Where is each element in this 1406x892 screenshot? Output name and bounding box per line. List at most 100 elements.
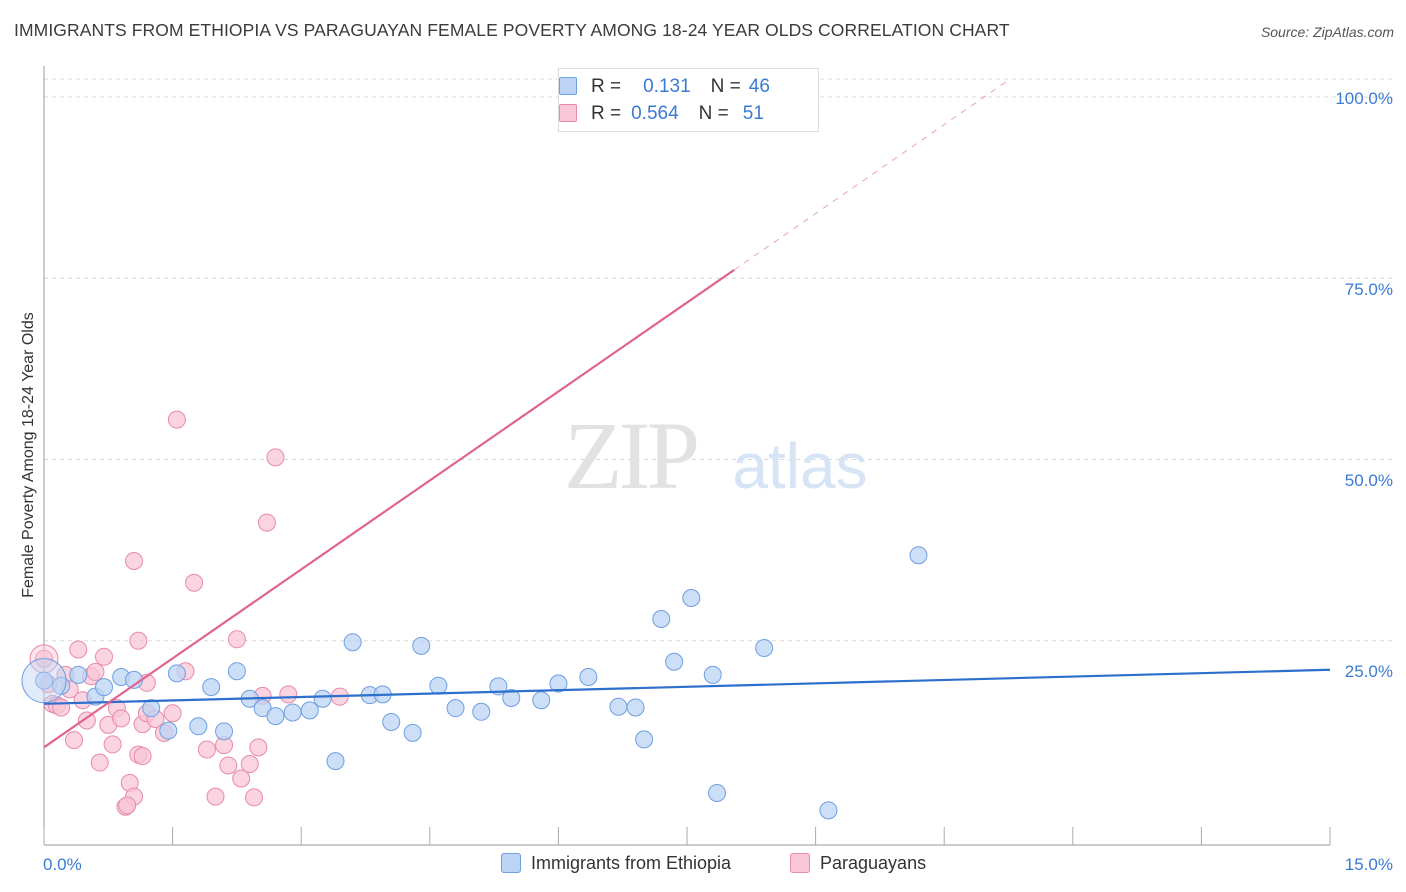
legend-r-value-ethiopia: 0.131: [643, 76, 691, 97]
paraguayans-point: [86, 662, 105, 681]
paraguayans-point: [77, 711, 96, 730]
ethiopia-point: [95, 678, 114, 697]
ethiopia-point: [159, 721, 178, 740]
ethiopia-point: [227, 662, 246, 681]
ethiopia-point: [142, 699, 161, 718]
paraguayans-point: [249, 738, 268, 757]
ethiopia-point: [300, 701, 319, 720]
ethiopia-point: [472, 702, 491, 721]
series-ethiopia-points: [21, 546, 928, 820]
ethiopia-point: [635, 730, 654, 749]
paraguayans-point: [185, 573, 204, 592]
trend-line-ethiopia: [43, 668, 1331, 705]
ethiopia-point-large: [21, 658, 67, 704]
ethiopia-point: [579, 668, 598, 686]
paraguayans-point: [118, 796, 137, 815]
ethiopia-point: [549, 674, 568, 693]
legend-swatch-pink: [559, 104, 577, 122]
ethiopia-point: [167, 664, 186, 683]
paraguayans-point: [227, 630, 246, 649]
ethiopia-point: [626, 698, 645, 717]
source-label: Source: ZipAtlas.com: [1260, 24, 1394, 40]
bottom-legend-swatch-blue: [501, 853, 521, 873]
legend-n-label: N =: [698, 103, 729, 124]
stats-legend: R = 0.131 N = 46 R = 0.564 N = 51: [558, 68, 819, 132]
ethiopia-point: [909, 546, 928, 565]
paraguayans-point: [163, 704, 182, 723]
ethiopia-point: [403, 723, 422, 742]
ethiopia-point: [69, 665, 88, 684]
paraguayans-point: [90, 753, 109, 772]
ethiopia-point: [412, 636, 431, 655]
bottom-legend-label-paraguayans: Paraguayans: [820, 852, 927, 873]
ethiopia-point: [313, 689, 332, 708]
legend-r-label: R =: [591, 103, 622, 124]
paraguayans-point: [95, 647, 114, 666]
watermark-atlas: atlas: [732, 430, 867, 502]
ethiopia-point: [703, 665, 722, 684]
axes: [43, 66, 1331, 846]
y-tick-label-75: 75.0%: [1345, 280, 1393, 299]
paraguayans-point: [133, 747, 152, 766]
tick-labels: 0.0% 15.0% 100.0% 75.0% 50.0% 25.0%: [43, 89, 1393, 874]
legend-r-label: R =: [591, 76, 622, 97]
ethiopia-point: [429, 676, 448, 695]
trend-lines: [43, 78, 1331, 749]
ethiopia-point: [609, 697, 628, 716]
ethiopia-point: [283, 703, 302, 722]
y-tick-label-50: 50.0%: [1345, 471, 1393, 490]
x-tick-label-min: 0.0%: [43, 855, 82, 874]
ethiopia-point: [665, 652, 684, 671]
legend-n-value-paraguayans: 51: [742, 103, 764, 124]
ethiopia-point: [532, 691, 551, 710]
ethiopia-point: [682, 588, 701, 607]
ethiopia-point: [755, 639, 774, 657]
legend-n-label: N =: [710, 76, 741, 97]
paraguayans-point: [266, 448, 285, 467]
gridlines: [44, 78, 1394, 642]
paraguayans-point: [197, 740, 216, 759]
bottom-legend-label-ethiopia: Immigrants from Ethiopia: [531, 852, 732, 873]
ethiopia-point: [382, 712, 401, 731]
paraguayans-point: [112, 709, 131, 728]
paraguayans-point: [219, 756, 238, 775]
legend-swatch-blue: [559, 77, 577, 95]
paraguayans-point: [167, 410, 186, 429]
ethiopia-point: [35, 671, 53, 690]
paraguayans-point: [52, 698, 71, 717]
bottom-legend-swatch-pink: [790, 853, 810, 873]
ethiopia-point: [202, 678, 221, 697]
ethiopia-point: [502, 689, 521, 708]
ethiopia-point: [708, 784, 727, 802]
legend-row-ethiopia: R = 0.131 N = 46: [559, 75, 770, 99]
ethiopia-point: [446, 699, 465, 718]
paraguayans-point: [257, 513, 276, 532]
watermark-zip: ZIP: [564, 402, 697, 509]
bottom-legend-paraguayans: Paraguayans: [790, 851, 926, 875]
y-tick-label-100: 100.0%: [1335, 89, 1393, 108]
watermark: ZIP atlas: [564, 402, 868, 509]
paraguayans-point: [232, 769, 251, 788]
paraguayans-point: [103, 735, 122, 754]
legend-n-value-ethiopia: 46: [748, 76, 770, 97]
paraguayans-point: [69, 640, 88, 659]
trend-line-paraguayans: [43, 269, 735, 749]
ethiopia-point: [189, 717, 208, 736]
paraguayans-point: [245, 788, 264, 807]
paraguayans-point: [125, 552, 144, 570]
bottom-legend-ethiopia: Immigrants from Ethiopia: [501, 851, 731, 875]
paraguayans-point: [65, 731, 84, 750]
paraguayans-point: [279, 685, 298, 704]
ethiopia-point: [819, 801, 838, 820]
chart-title: IMMIGRANTS FROM ETHIOPIA VS PARAGUAYAN F…: [14, 20, 1010, 40]
x-tick-label-max: 15.0%: [1345, 855, 1393, 874]
legend-r-value-paraguayans: 0.564: [631, 103, 679, 124]
ethiopia-point: [266, 707, 285, 726]
trend-line-paraguayans-extension: [733, 78, 1011, 271]
ethiopia-point: [215, 722, 234, 741]
ethiopia-point: [343, 633, 362, 652]
legend-row-paraguayans: R = 0.564 N = 51: [559, 102, 764, 126]
y-tick-label-25: 25.0%: [1345, 662, 1393, 681]
ethiopia-point: [326, 752, 345, 771]
